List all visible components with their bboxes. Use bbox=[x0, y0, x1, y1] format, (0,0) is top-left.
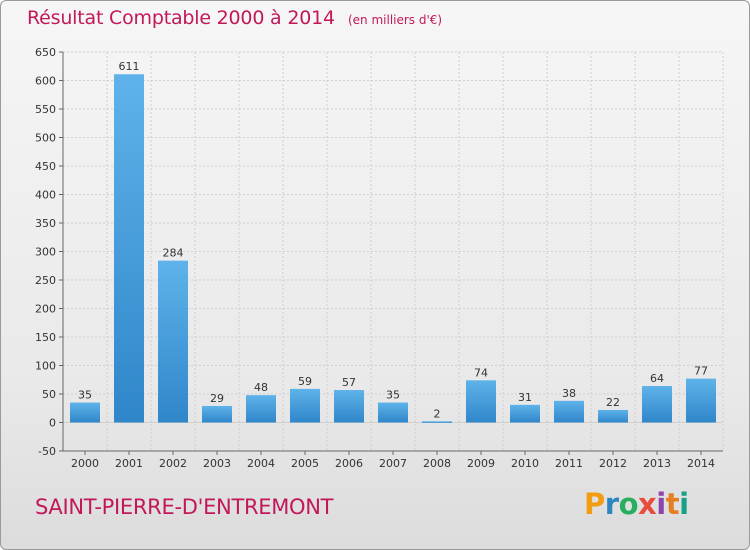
data-label: 74 bbox=[474, 366, 488, 379]
data-label: 2 bbox=[434, 407, 441, 420]
logo-letter: o bbox=[618, 487, 639, 521]
logo-letter: x bbox=[638, 487, 657, 521]
bar-2002 bbox=[158, 260, 188, 423]
y-tick-label: -50 bbox=[38, 445, 56, 458]
data-labels: 35 611 284 29 48 59 57 35 2 74 31 38 22 64 77 bbox=[78, 60, 708, 420]
x-tick-label: 2012 bbox=[599, 457, 627, 470]
bar-2003 bbox=[202, 405, 232, 423]
data-label: 38 bbox=[562, 387, 576, 400]
x-tick-label: 2010 bbox=[511, 457, 539, 470]
x-tick-label: 2004 bbox=[247, 457, 275, 470]
proxiti-logo: Proxiti bbox=[584, 487, 689, 521]
bar-2000 bbox=[70, 402, 100, 423]
x-tick-label: 2011 bbox=[555, 457, 583, 470]
x-tick-label: 2007 bbox=[379, 457, 407, 470]
bar-2011 bbox=[554, 400, 584, 423]
bar-2005 bbox=[290, 388, 320, 423]
data-label: 22 bbox=[606, 396, 620, 409]
y-tick-label: 500 bbox=[35, 132, 56, 145]
y-tick-label: 300 bbox=[35, 246, 56, 259]
data-label: 29 bbox=[210, 392, 224, 405]
bar-2001 bbox=[114, 74, 144, 423]
data-label: 284 bbox=[163, 247, 184, 260]
y-tick-label: 150 bbox=[35, 331, 56, 344]
bar-2013 bbox=[642, 386, 672, 423]
logo-letter: P bbox=[584, 487, 605, 521]
bar-2010 bbox=[510, 404, 540, 423]
commune-name: SAINT-PIERRE-D'ENTREMONT bbox=[35, 495, 334, 519]
bar-2008 bbox=[422, 421, 452, 423]
x-tick-label: 2009 bbox=[467, 457, 495, 470]
chart-title-row: Résultat Comptable 2000 à 2014 (en milli… bbox=[27, 7, 442, 29]
y-tick-label: 100 bbox=[35, 360, 56, 373]
data-label: 35 bbox=[386, 389, 400, 402]
data-label: 57 bbox=[342, 376, 356, 389]
y-tick-label: 350 bbox=[35, 217, 56, 230]
y-tick-label: 550 bbox=[35, 103, 56, 116]
data-label: 48 bbox=[254, 381, 268, 394]
y-tick-label: 0 bbox=[49, 417, 56, 430]
y-tick-label: 450 bbox=[35, 160, 56, 173]
x-tick-label: 2006 bbox=[335, 457, 363, 470]
x-tick-label: 2002 bbox=[159, 457, 187, 470]
bars bbox=[70, 74, 716, 423]
y-tick-label: 250 bbox=[35, 274, 56, 287]
x-tick-label: 2000 bbox=[71, 457, 99, 470]
x-tick-label: 2003 bbox=[203, 457, 231, 470]
data-label: 64 bbox=[650, 372, 664, 385]
data-label: 31 bbox=[518, 391, 532, 404]
bar-2012 bbox=[598, 409, 628, 423]
chart-subtitle: (en milliers d'€) bbox=[347, 13, 443, 27]
axes: -50 0 50 100 150 200 250 300 350 400 450 500 550 600 6… bbox=[35, 46, 723, 470]
y-tick-label: 400 bbox=[35, 189, 56, 202]
x-tick-label: 2013 bbox=[643, 457, 671, 470]
y-tick-label: 200 bbox=[35, 303, 56, 316]
y-tick-label: 50 bbox=[42, 388, 56, 401]
y-tick-label: 600 bbox=[35, 75, 56, 88]
bar-2004 bbox=[246, 395, 276, 423]
x-tick-label: 2014 bbox=[687, 457, 715, 470]
chart-title: Résultat Comptable 2000 à 2014 bbox=[27, 7, 335, 29]
data-label: 35 bbox=[78, 389, 92, 402]
data-label: 611 bbox=[119, 60, 140, 73]
bar-2006 bbox=[334, 390, 364, 423]
x-tick-label: 2008 bbox=[423, 457, 451, 470]
logo-letter: i bbox=[656, 487, 666, 521]
y-tick-label: 650 bbox=[35, 46, 56, 59]
bar-2009 bbox=[466, 380, 496, 423]
x-tick-label: 2005 bbox=[291, 457, 319, 470]
logo-letter: i bbox=[679, 487, 689, 521]
x-tick-label: 2001 bbox=[115, 457, 143, 470]
logo-letter: r bbox=[604, 487, 619, 521]
data-label: 59 bbox=[298, 375, 312, 388]
bar-2007 bbox=[378, 402, 408, 423]
logo-letter: t bbox=[665, 487, 680, 521]
data-label: 77 bbox=[694, 365, 708, 378]
bar-2014 bbox=[686, 378, 716, 423]
